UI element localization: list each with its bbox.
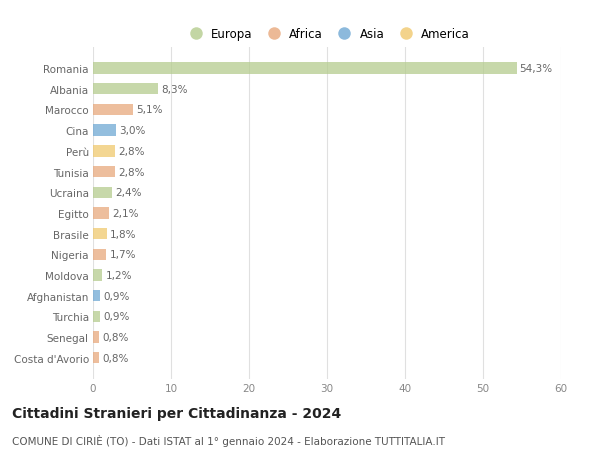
Text: 1,2%: 1,2% — [106, 270, 132, 280]
Bar — [93, 63, 517, 74]
Text: 8,3%: 8,3% — [161, 84, 187, 95]
Bar — [93, 146, 115, 157]
Text: 2,8%: 2,8% — [118, 167, 145, 177]
Bar — [93, 208, 109, 219]
Text: 2,8%: 2,8% — [118, 146, 145, 157]
Bar — [93, 125, 116, 136]
Text: 2,1%: 2,1% — [113, 208, 139, 218]
Legend: Europa, Africa, Asia, America: Europa, Africa, Asia, America — [182, 26, 472, 44]
Text: 0,9%: 0,9% — [103, 312, 130, 322]
Text: 2,4%: 2,4% — [115, 188, 142, 198]
Bar — [93, 270, 103, 281]
Text: 0,8%: 0,8% — [103, 332, 129, 342]
Bar — [93, 249, 106, 260]
Text: 0,9%: 0,9% — [103, 291, 130, 301]
Text: 54,3%: 54,3% — [520, 64, 553, 74]
Bar — [93, 353, 99, 364]
Bar — [93, 229, 107, 240]
Bar — [93, 187, 112, 198]
Bar — [93, 105, 133, 116]
Text: Cittadini Stranieri per Cittadinanza - 2024: Cittadini Stranieri per Cittadinanza - 2… — [12, 406, 341, 420]
Bar — [93, 311, 100, 322]
Text: COMUNE DI CIRIÈ (TO) - Dati ISTAT al 1° gennaio 2024 - Elaborazione TUTTITALIA.I: COMUNE DI CIRIÈ (TO) - Dati ISTAT al 1° … — [12, 434, 445, 446]
Bar — [93, 167, 115, 178]
Text: 3,0%: 3,0% — [119, 126, 146, 136]
Text: 1,8%: 1,8% — [110, 229, 137, 239]
Bar — [93, 84, 158, 95]
Bar — [93, 332, 99, 343]
Bar — [93, 291, 100, 302]
Text: 1,7%: 1,7% — [109, 250, 136, 260]
Text: 0,8%: 0,8% — [103, 353, 129, 363]
Text: 5,1%: 5,1% — [136, 105, 163, 115]
